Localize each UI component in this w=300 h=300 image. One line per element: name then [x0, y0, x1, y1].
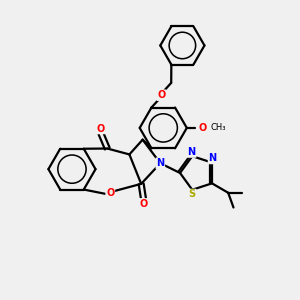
Text: N: N	[156, 158, 164, 168]
Text: N: N	[188, 147, 196, 157]
Text: O: O	[157, 90, 166, 100]
Text: O: O	[140, 199, 148, 209]
Text: S: S	[189, 190, 196, 200]
Text: CH₃: CH₃	[210, 123, 226, 132]
Text: N: N	[208, 154, 217, 164]
Text: O: O	[199, 123, 207, 133]
Text: O: O	[106, 188, 114, 198]
Text: O: O	[96, 124, 104, 134]
